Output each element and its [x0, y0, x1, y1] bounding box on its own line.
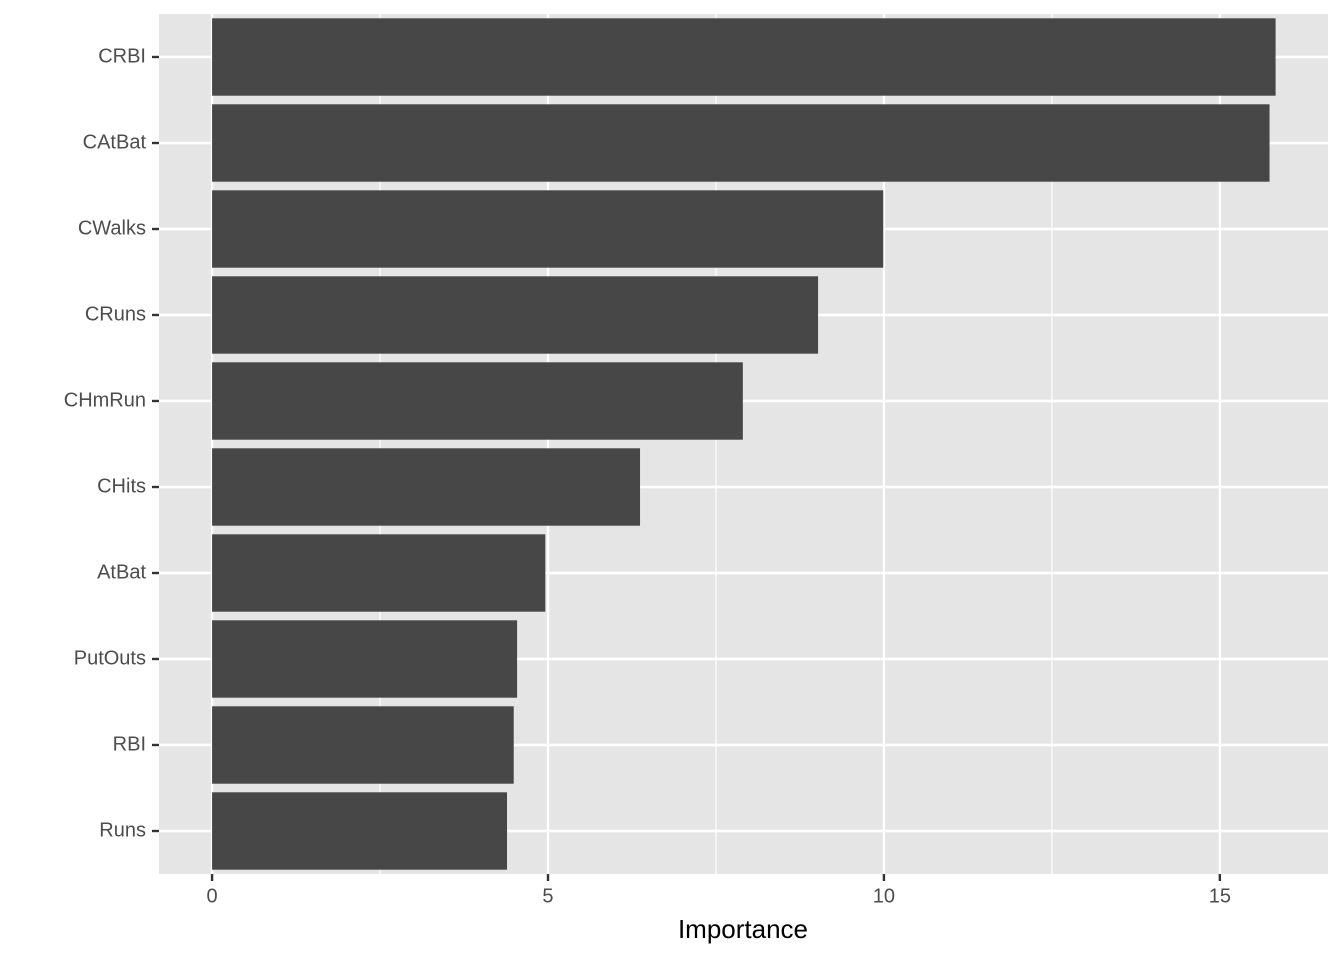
bar	[212, 190, 884, 268]
x-tick-label: 0	[207, 885, 218, 907]
y-tick-label: CRuns	[85, 303, 146, 325]
y-tick-label: Runs	[99, 819, 146, 841]
bar	[212, 276, 819, 354]
y-tick-label: CAtBat	[83, 131, 147, 153]
bar	[212, 706, 514, 784]
x-axis-title: Importance	[678, 914, 808, 944]
y-tick-label: CWalks	[78, 217, 146, 239]
x-tick-label: 15	[1209, 885, 1231, 907]
y-tick-label: CHmRun	[64, 389, 146, 411]
bar	[212, 448, 641, 526]
x-tick-label: 5	[542, 885, 553, 907]
bar	[212, 104, 1270, 182]
bar	[212, 18, 1276, 96]
bar	[212, 792, 508, 870]
y-tick-label: CRBI	[98, 45, 146, 67]
x-tick-label: 10	[873, 885, 895, 907]
y-tick-label: AtBat	[97, 561, 146, 583]
y-tick-label: PutOuts	[74, 647, 146, 669]
bar	[212, 534, 546, 612]
y-tick-label: CHits	[97, 475, 146, 497]
bar	[212, 620, 518, 698]
y-tick-label: RBI	[113, 733, 146, 755]
bar	[212, 362, 743, 440]
